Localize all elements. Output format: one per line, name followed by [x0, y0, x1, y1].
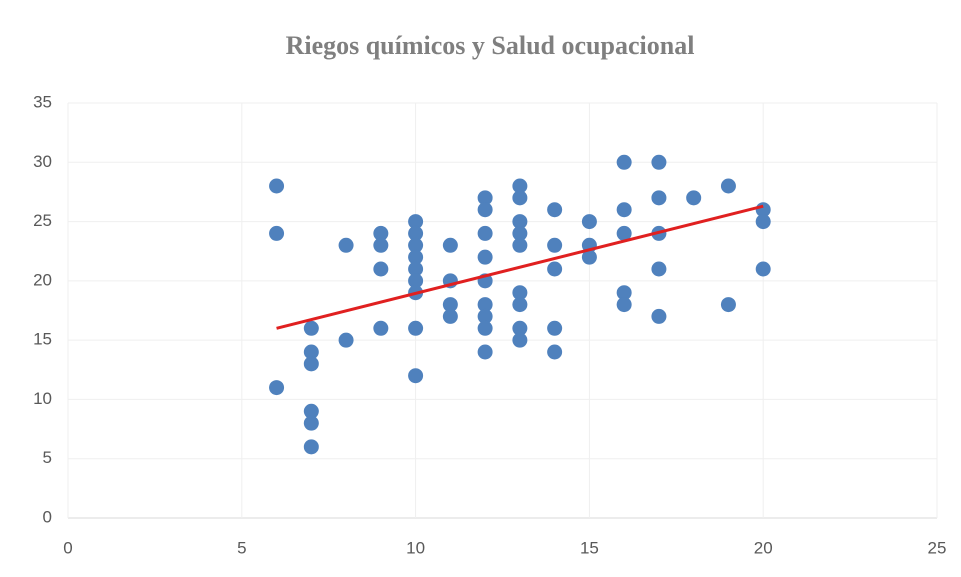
x-tick-label: 25: [928, 538, 947, 557]
y-tick-label: 5: [43, 448, 52, 467]
point: [408, 261, 424, 277]
point: [373, 320, 389, 336]
point: [303, 356, 319, 372]
point: [269, 178, 285, 194]
point: [477, 320, 493, 336]
point: [408, 320, 424, 336]
point: [303, 439, 319, 455]
point: [512, 320, 528, 336]
x-tick-label: 5: [237, 538, 246, 557]
point: [512, 190, 528, 206]
point: [338, 332, 354, 348]
point: [477, 249, 493, 265]
x-tick-label: 10: [406, 538, 425, 557]
y-tick-label: 35: [33, 92, 52, 111]
y-tick-label: 20: [33, 270, 52, 289]
point: [269, 380, 285, 396]
x-tick-label: 20: [754, 538, 773, 557]
point: [547, 320, 563, 336]
point: [547, 237, 563, 253]
point: [651, 190, 667, 206]
point: [269, 225, 285, 241]
point: [720, 178, 736, 194]
point: [408, 214, 424, 230]
point: [512, 237, 528, 253]
point: [581, 249, 597, 265]
point: [720, 297, 736, 313]
point: [581, 214, 597, 230]
point: [303, 403, 319, 419]
x-tick-label: 15: [580, 538, 599, 557]
point: [616, 202, 632, 218]
point: [512, 285, 528, 301]
point: [477, 344, 493, 360]
point: [616, 297, 632, 313]
point: [651, 261, 667, 277]
point: [477, 308, 493, 324]
point: [686, 190, 702, 206]
point: [616, 225, 632, 241]
x-tick-label: 0: [63, 538, 72, 557]
y-tick-label: 0: [43, 507, 52, 526]
point: [408, 273, 424, 289]
point: [303, 320, 319, 336]
point: [755, 214, 771, 230]
point: [547, 202, 563, 218]
point: [408, 249, 424, 265]
point: [442, 237, 458, 253]
point: [373, 261, 389, 277]
point: [512, 332, 528, 348]
point: [442, 308, 458, 324]
y-tick-label: 15: [33, 330, 52, 349]
point: [547, 344, 563, 360]
y-tick-label: 30: [33, 152, 52, 171]
point: [477, 225, 493, 241]
point: [616, 154, 632, 170]
point: [303, 344, 319, 360]
point: [755, 261, 771, 277]
point: [547, 261, 563, 277]
point: [303, 415, 319, 431]
point: [512, 214, 528, 230]
point: [477, 297, 493, 313]
point: [408, 225, 424, 241]
y-tick-label: 25: [33, 211, 52, 230]
point: [338, 237, 354, 253]
point: [512, 178, 528, 194]
trendline: [276, 204, 764, 330]
y-tick-label: 10: [33, 389, 52, 408]
point: [477, 190, 493, 206]
point: [512, 225, 528, 241]
point: [512, 297, 528, 313]
point: [373, 225, 389, 241]
chart-title: Riegos químicos y Salud ocupacional: [286, 31, 695, 60]
point: [373, 237, 389, 253]
point: [651, 308, 667, 324]
point: [442, 297, 458, 313]
point: [477, 202, 493, 218]
point: [408, 368, 424, 384]
point: [408, 237, 424, 253]
point: [651, 154, 667, 170]
point: [616, 285, 632, 301]
